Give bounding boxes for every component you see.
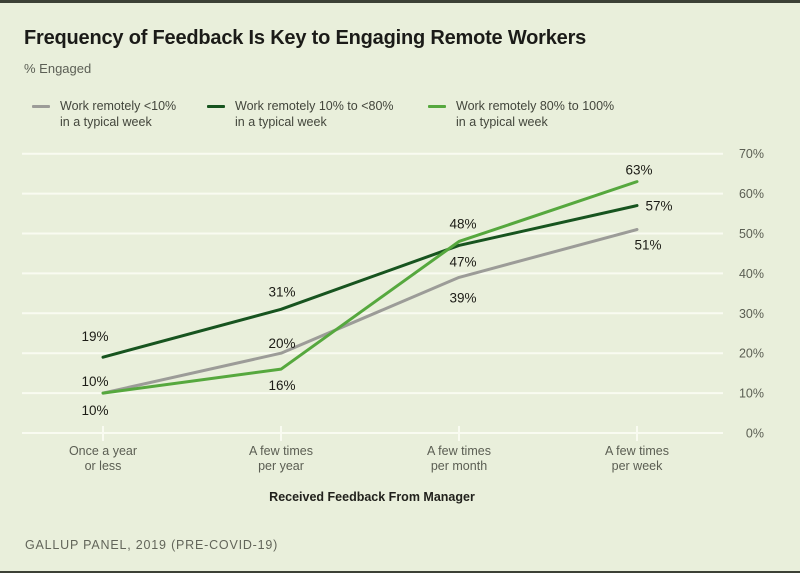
data-label: 47% (449, 254, 476, 269)
bottom-edge-bar (0, 571, 800, 573)
legend-item-remote-80-to-100: Work remotely 80% to 100% in a typical w… (428, 98, 614, 130)
data-label: 51% (634, 238, 661, 253)
series-line-2 (101, 180, 639, 395)
x-category-label: per month (431, 459, 487, 473)
data-label: 10% (81, 403, 108, 418)
page-title: Frequency of Feedback Is Key to Engaging… (24, 27, 587, 49)
series-line-1 (101, 204, 639, 359)
data-label: 63% (625, 163, 652, 178)
top-edge-bar (0, 0, 800, 3)
x-category-label: A few times (605, 444, 669, 458)
data-label: 20% (268, 336, 295, 351)
legend-label-line2: in a typical week (456, 115, 548, 129)
x-category-label: or less (85, 459, 122, 473)
y-tick-label: 50% (739, 227, 764, 241)
legend-label-line2: in a typical week (60, 115, 152, 129)
y-tick-label: 60% (739, 187, 764, 201)
x-axis-title: Received Feedback From Manager (269, 490, 475, 504)
y-tick-label: 20% (739, 347, 764, 361)
x-category-label: per year (258, 459, 304, 473)
legend-swatch-gray-line (32, 105, 50, 108)
y-tick-label: 30% (739, 307, 764, 321)
x-category-label: per week (612, 459, 663, 473)
series-line-0 (101, 228, 639, 395)
data-label: 16% (268, 378, 295, 393)
legend-label-line1: Work remotely <10% (60, 99, 177, 113)
y-axis-unit-label: % Engaged (24, 61, 92, 76)
x-category-label: A few times (427, 444, 491, 458)
legend-label-line1: Work remotely 10% to <80% (235, 99, 394, 113)
data-label: 57% (645, 199, 672, 214)
x-category-label: Once a year (69, 444, 137, 458)
data-label: 19% (81, 329, 108, 344)
legend-item-remote-under-10: Work remotely <10% in a typical week (32, 98, 176, 130)
legend-swatch-green-line (428, 105, 446, 108)
y-tick-label: 40% (739, 267, 764, 281)
data-label: 31% (268, 284, 295, 299)
data-label: 39% (449, 290, 476, 305)
y-tick-label: 70% (739, 147, 764, 161)
legend-swatch-dark-green-line (207, 105, 225, 108)
y-tick-label: 0% (746, 427, 764, 441)
data-label: 10% (81, 374, 108, 389)
y-tick-label: 10% (739, 387, 764, 401)
source-note: GALLUP PANEL, 2019 (PRE-COVID-19) (25, 538, 279, 552)
x-category-label: A few times (249, 444, 313, 458)
legend-label-line1: Work remotely 80% to 100% (456, 99, 615, 113)
data-label: 48% (449, 216, 476, 231)
legend-label-line2: in a typical week (235, 115, 327, 129)
legend-item-remote-10-to-80: Work remotely 10% to <80% in a typical w… (207, 98, 394, 130)
